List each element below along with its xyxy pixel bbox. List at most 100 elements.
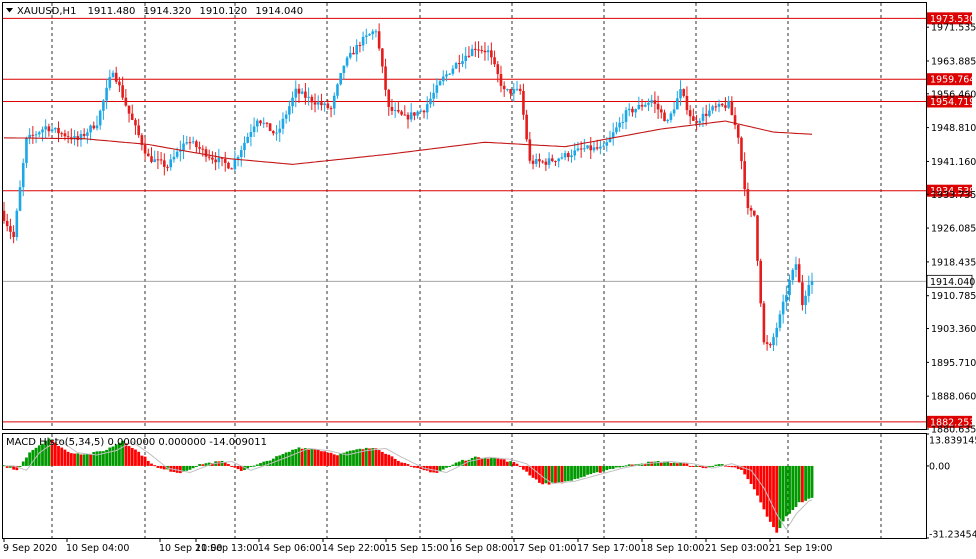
candle-body: [316, 102, 320, 105]
candle-body: [666, 119, 670, 122]
candle-body: [714, 106, 718, 108]
candle-body: [114, 72, 118, 82]
macd-bar: [749, 465, 753, 484]
macd-bar: [419, 465, 423, 470]
candle-body: [643, 104, 647, 107]
price-tick-label: 1926.085: [931, 224, 976, 235]
candle-body: [223, 158, 227, 163]
candle-body: [98, 110, 102, 126]
candle-body: [765, 342, 769, 345]
candle-body: [214, 159, 217, 163]
candle-body: [403, 114, 407, 116]
candle-body: [272, 131, 275, 134]
candle-body: [810, 281, 814, 285]
candle-body: [717, 103, 721, 107]
macd-bar: [797, 465, 801, 503]
level-price-tag: [927, 73, 972, 86]
candle-body: [656, 103, 660, 110]
candle-body: [692, 116, 695, 121]
candle-body: [195, 141, 198, 148]
macd-bar: [194, 465, 198, 467]
macd-bar: [15, 465, 19, 471]
macd-tick-label: -31.234544: [929, 530, 976, 541]
macd-bar: [182, 465, 185, 472]
macd-bar: [669, 462, 673, 466]
macd-bar: [316, 449, 320, 466]
candle-body: [332, 95, 336, 109]
macd-bar: [230, 465, 234, 467]
triangle-down-icon[interactable]: [6, 8, 13, 13]
ohlc-close: 1914.040: [255, 6, 303, 17]
candle-body: [627, 108, 631, 111]
candle-body: [525, 114, 528, 140]
candle-body: [368, 34, 371, 36]
time-tick-label: 17 Sep 17:00: [577, 543, 640, 554]
macd-bar: [137, 451, 141, 466]
macd-bar: [733, 465, 737, 468]
macd-bar: [211, 463, 214, 466]
candle-body: [653, 100, 657, 104]
candle-body: [785, 295, 788, 302]
candle-body: [121, 85, 124, 98]
macd-bar: [284, 452, 288, 466]
candle-body: [44, 126, 47, 130]
candle-body: [249, 132, 253, 137]
macd-bar: [310, 448, 314, 466]
macd-bar: [624, 465, 628, 467]
macd-bar: [332, 454, 336, 466]
candle-body: [486, 50, 490, 53]
candle-body: [406, 114, 410, 120]
candle-body: [134, 119, 137, 126]
macd-bar: [188, 465, 192, 470]
candle-body: [326, 103, 330, 109]
macd-bar: [589, 465, 593, 475]
candle-body: [547, 158, 551, 165]
macd-bar: [752, 465, 756, 490]
horizontal-levels[interactable]: 1973.530 1959.764 1954.719 1934.539 1882.253…: [3, 12, 975, 428]
macd-bar: [602, 465, 605, 472]
candle-body: [124, 97, 128, 106]
current-price-label: 1914.040: [930, 277, 975, 288]
price-tick-label: 1971.535: [931, 23, 976, 34]
macd-bar: [118, 442, 121, 466]
candle-body: [736, 125, 740, 138]
macd-bar: [223, 462, 227, 466]
candle-body: [788, 279, 791, 296]
macd-bar: [586, 465, 589, 475]
candle-body: [576, 148, 580, 151]
time-tick-label: 17 Sep 01:00: [513, 543, 576, 554]
macd-bar: [406, 464, 410, 466]
macd-bar: [608, 465, 612, 470]
candle-body: [563, 153, 567, 158]
candle-body: [538, 159, 541, 162]
macd-bar: [153, 465, 157, 467]
macd-bar: [259, 463, 262, 466]
macd-bar: [477, 457, 480, 466]
main-chart-frame: [2, 2, 927, 430]
macd-bar: [387, 454, 391, 466]
candle-body: [425, 104, 429, 113]
candle-body: [169, 159, 173, 168]
candle-body: [743, 161, 746, 190]
candle-body: [243, 142, 246, 151]
symbol-label: XAUUSD,H1: [17, 6, 76, 17]
candle-body: [679, 89, 682, 99]
macd-bar: [518, 465, 522, 467]
candle-body: [37, 132, 41, 135]
candle-body: [102, 100, 105, 111]
macd-bar: [502, 459, 506, 466]
candle-body: [682, 89, 686, 96]
macd-bar: [736, 465, 740, 470]
macd-bar: [57, 445, 60, 466]
macd-bar: [249, 465, 253, 467]
candle-body: [34, 134, 38, 136]
macd-bar: [352, 450, 355, 466]
candle-body: [159, 159, 163, 161]
macd-bar: [191, 465, 195, 469]
candle-body: [329, 108, 333, 110]
candle-body: [76, 136, 80, 140]
macd-bar: [515, 463, 519, 466]
macd-bar: [467, 459, 471, 466]
macd-bar: [486, 458, 490, 466]
